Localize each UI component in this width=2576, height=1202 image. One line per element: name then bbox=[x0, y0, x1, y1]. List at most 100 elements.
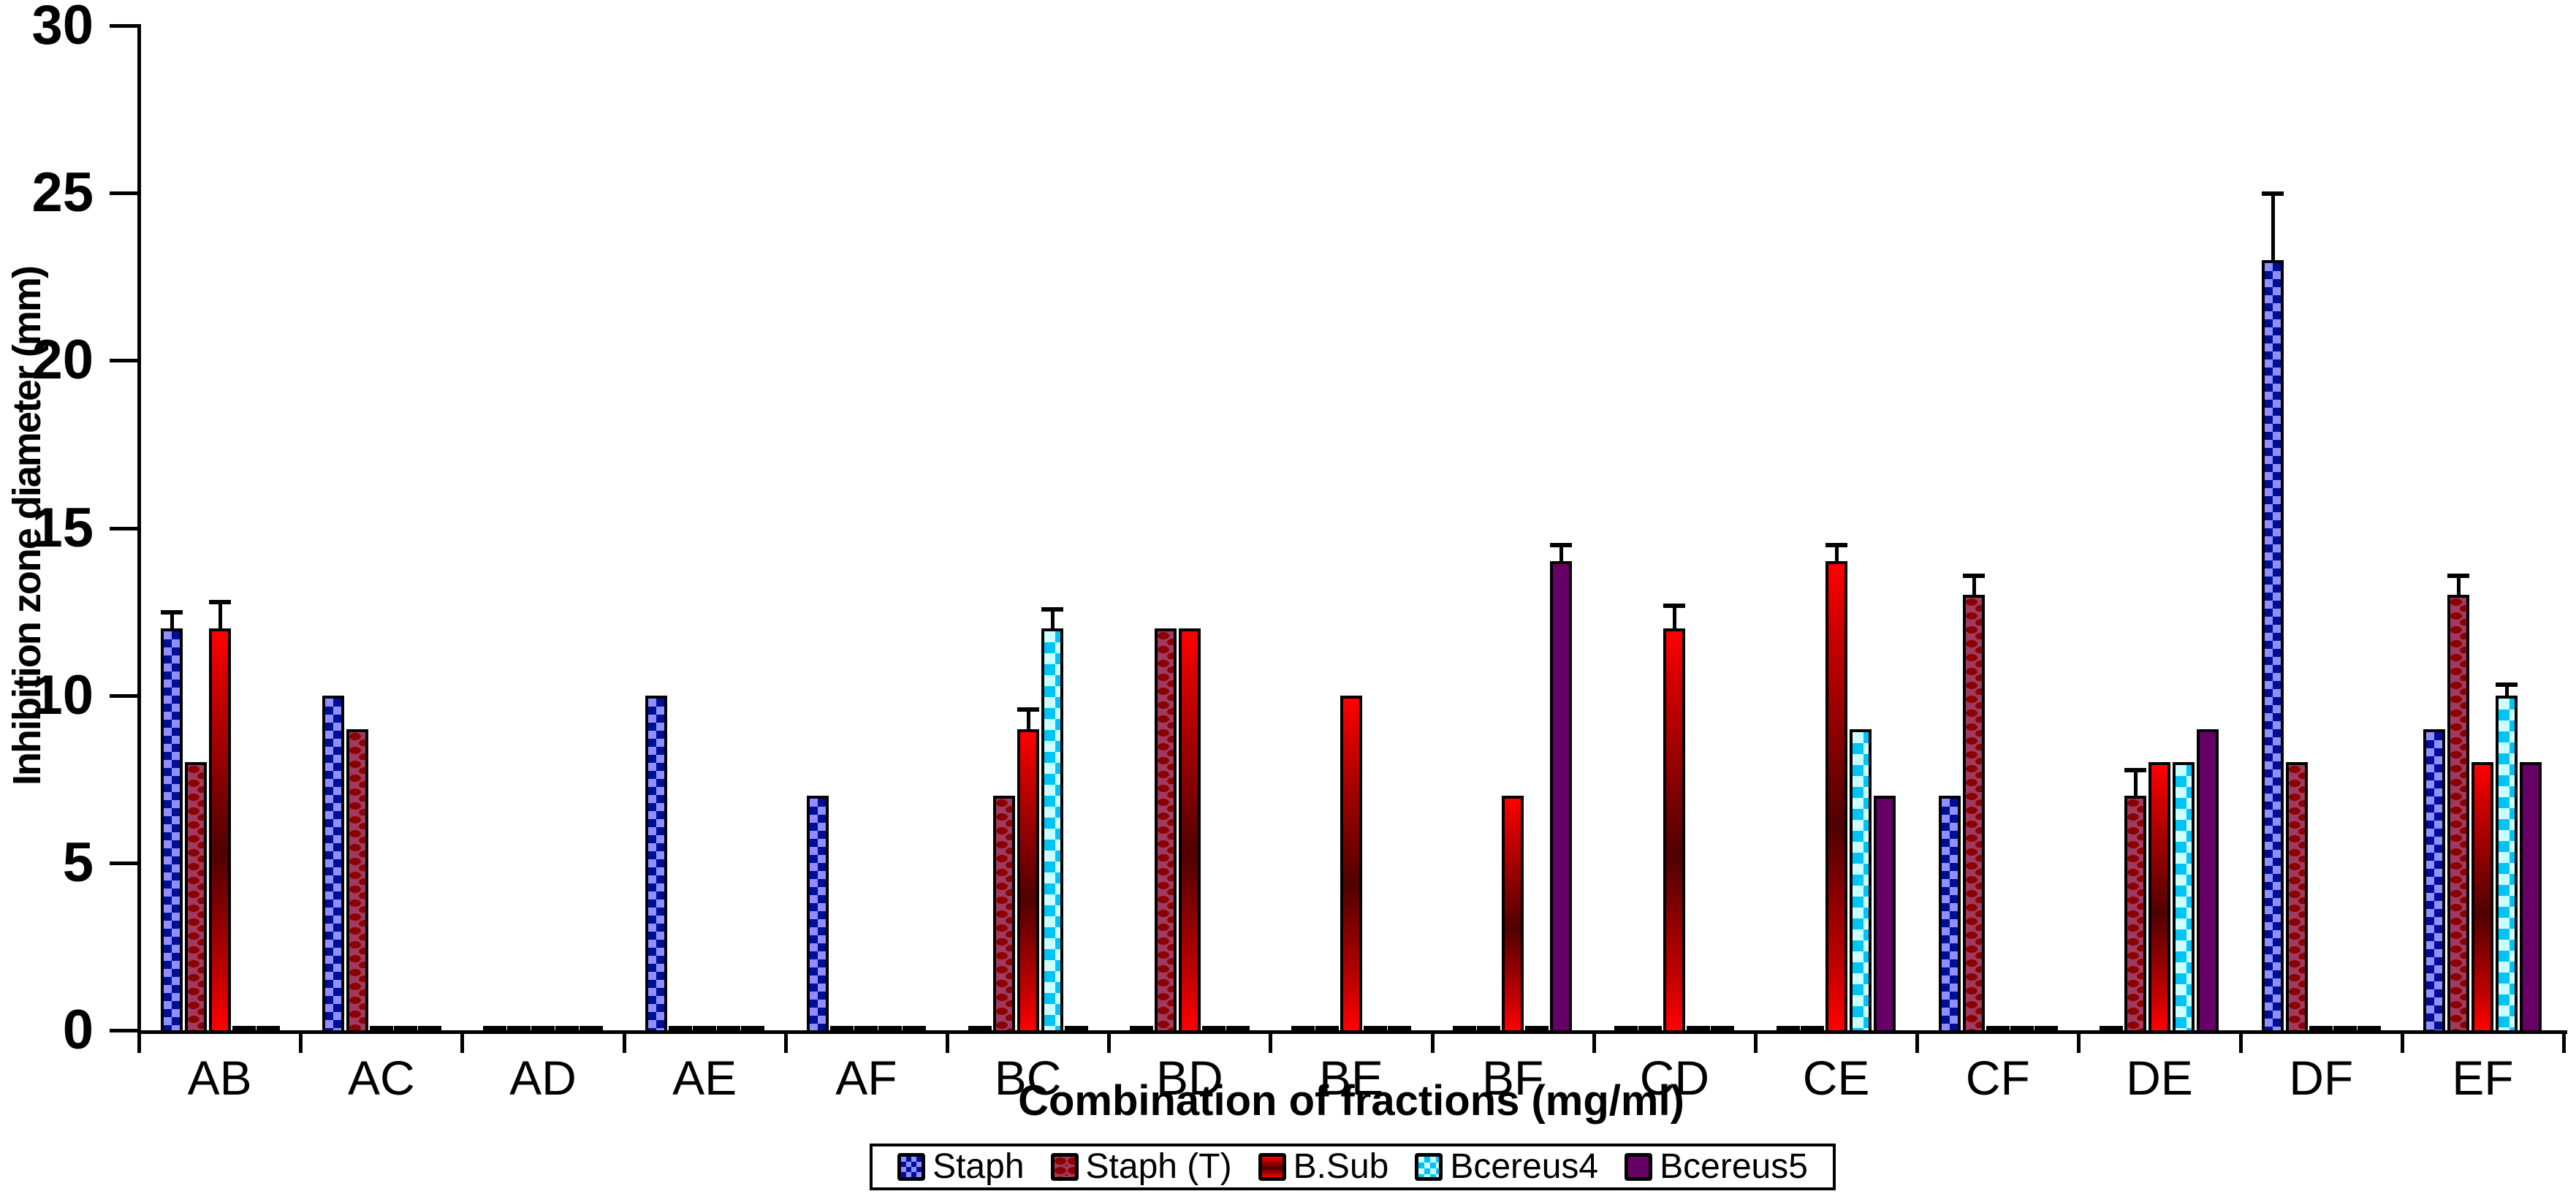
x-axis-line bbox=[137, 1030, 2567, 1034]
errorbar-line-stapht-de bbox=[2134, 769, 2138, 796]
x-axis-tick bbox=[2400, 1034, 2404, 1053]
bar-bsub-be bbox=[1340, 695, 1362, 1030]
legend-label-stapht: Staph (T) bbox=[1085, 1147, 1232, 1186]
y-tick-label: 0 bbox=[62, 999, 94, 1061]
x-category-label-ab: AB bbox=[187, 1051, 252, 1105]
legend-item-staph: Staph bbox=[897, 1147, 1025, 1186]
zero-bar-bcereus5-ab bbox=[256, 1026, 280, 1030]
zero-bar-stapht-be bbox=[1315, 1026, 1339, 1030]
errorbar-line-bsub-ab bbox=[218, 601, 222, 628]
zero-bar-staph-bd bbox=[1129, 1026, 1153, 1030]
errorbar-line-bcereus4-bc bbox=[1050, 608, 1055, 628]
x-axis-tick bbox=[299, 1034, 303, 1053]
x-category-label-bc: BC bbox=[994, 1051, 1062, 1105]
bar-stapht-df bbox=[2286, 762, 2309, 1030]
errorbar-cap-bcereus4-ef bbox=[2496, 682, 2518, 687]
errorbar-cap-stapht-cf bbox=[1962, 573, 1985, 578]
x-category-label-bf: BF bbox=[1482, 1051, 1544, 1105]
bar-bcereus4-bc bbox=[1041, 628, 1063, 1030]
bar-stapht-de bbox=[2124, 796, 2146, 1030]
zero-bar-stapht-af bbox=[830, 1026, 854, 1030]
zero-bar-bcereus4-cf bbox=[2010, 1026, 2034, 1030]
bar-staph-af bbox=[807, 796, 829, 1030]
x-category-label-af: AF bbox=[835, 1051, 897, 1105]
bar-staph-ab bbox=[160, 628, 183, 1030]
bar-bsub-cd bbox=[1663, 628, 1686, 1030]
x-axis-tick bbox=[1915, 1034, 1920, 1053]
errorbar-cap-stapht-ef bbox=[2447, 573, 2470, 578]
zero-bar-staph-ce bbox=[1776, 1026, 1800, 1030]
x-axis-tick bbox=[783, 1034, 788, 1053]
x-category-label-de: DE bbox=[2126, 1051, 2193, 1105]
y-axis-line bbox=[137, 24, 141, 1034]
x-axis-tick bbox=[946, 1034, 949, 1053]
zero-bar-staph-ad bbox=[483, 1026, 506, 1030]
legend-label-bcereus4: Bcereus4 bbox=[1450, 1147, 1599, 1186]
zero-bar-staph-de bbox=[2100, 1026, 2123, 1030]
zero-bar-staph-bc bbox=[968, 1026, 992, 1030]
errorbar-line-stapht-cf bbox=[1972, 574, 1976, 596]
zero-bar-bcereus5-df bbox=[2357, 1026, 2382, 1030]
y-tick-label: 5 bbox=[62, 831, 94, 894]
y-tick-label: 15 bbox=[31, 496, 94, 559]
x-axis-tick bbox=[2562, 1034, 2566, 1053]
zero-bar-bcereus5-ae bbox=[741, 1026, 765, 1030]
y-axis-tick bbox=[110, 191, 139, 196]
zero-bar-bsub-ac bbox=[369, 1026, 393, 1030]
bar-stapht-bc bbox=[992, 796, 1015, 1030]
zero-bar-bsub-af bbox=[854, 1026, 878, 1030]
legend-item-bsub: B.Sub bbox=[1258, 1149, 1388, 1184]
zero-bar-bcereus4-df bbox=[2333, 1026, 2357, 1030]
bar-staph-ef bbox=[2423, 729, 2446, 1030]
legend-label-bcereus5: Bcereus5 bbox=[1660, 1147, 1808, 1186]
bar-bsub-de bbox=[2148, 762, 2170, 1030]
bar-stapht-ab bbox=[184, 762, 207, 1030]
bar-bcereus5-ef bbox=[2520, 762, 2542, 1030]
errorbar-line-bsub-bc bbox=[1026, 709, 1030, 729]
x-axis-tick bbox=[1269, 1034, 1273, 1053]
x-axis-tick bbox=[2238, 1034, 2243, 1053]
bar-stapht-bd bbox=[1154, 628, 1177, 1030]
x-axis-title: Combination of fractions (mg/ml) bbox=[1018, 1077, 1684, 1125]
bar-staph-ac bbox=[322, 695, 344, 1030]
bar-bcereus4-ce bbox=[1849, 729, 1872, 1030]
errorbar-cap-staph-df bbox=[2262, 191, 2284, 197]
errorbar-cap-bsub-cd bbox=[1663, 603, 1686, 608]
zero-bar-staph-cd bbox=[1614, 1026, 1638, 1030]
errorbar-cap-bcereus5-bf bbox=[1550, 543, 1573, 548]
y-tick-label: 25 bbox=[31, 161, 94, 224]
x-category-label-cf: CF bbox=[1965, 1051, 2030, 1105]
y-axis-tick bbox=[110, 526, 139, 530]
zero-bar-bcereus4-ad bbox=[555, 1026, 579, 1030]
bar-bcereus5-de bbox=[2197, 729, 2219, 1030]
zero-bar-stapht-ce bbox=[1800, 1026, 1824, 1030]
x-category-label-df: DF bbox=[2289, 1051, 2354, 1105]
zero-bar-bcereus4-ab bbox=[232, 1026, 256, 1030]
x-category-label-ae: AE bbox=[672, 1051, 737, 1105]
errorbar-line-staph-ab bbox=[170, 612, 174, 628]
bar-bcereus4-ef bbox=[2496, 695, 2518, 1030]
zero-bar-stapht-bf bbox=[1477, 1026, 1501, 1030]
zero-bar-bcereus5-cd bbox=[1711, 1026, 1735, 1030]
x-category-label-ce: CE bbox=[1802, 1051, 1870, 1105]
zero-bar-bcereus4-ac bbox=[393, 1026, 417, 1030]
legend-swatch-bcereus4 bbox=[1415, 1153, 1443, 1181]
errorbar-cap-bsub-ab bbox=[208, 600, 231, 605]
x-axis-tick bbox=[622, 1034, 626, 1053]
legend-label-staph: Staph bbox=[932, 1147, 1025, 1186]
x-category-label-ac: AC bbox=[347, 1051, 415, 1105]
zero-bar-bsub-ad bbox=[531, 1026, 555, 1030]
y-axis-tick bbox=[110, 861, 139, 865]
zero-bar-bcereus4-af bbox=[878, 1026, 903, 1030]
x-category-label-be: BE bbox=[1318, 1051, 1383, 1105]
y-axis-tick bbox=[110, 359, 139, 363]
bar-bsub-bc bbox=[1017, 729, 1039, 1030]
legend-item-bcereus5: Bcereus5 bbox=[1625, 1149, 1808, 1184]
bar-staph-ae bbox=[645, 695, 668, 1030]
legend-swatch-stapht bbox=[1050, 1153, 1079, 1181]
x-axis-tick bbox=[1754, 1034, 1758, 1053]
x-category-label-ef: EF bbox=[2452, 1051, 2514, 1105]
errorbar-line-bcereus5-bf bbox=[1559, 544, 1564, 562]
zero-bar-bcereus5-cf bbox=[2034, 1026, 2058, 1030]
bar-stapht-ac bbox=[346, 729, 368, 1030]
